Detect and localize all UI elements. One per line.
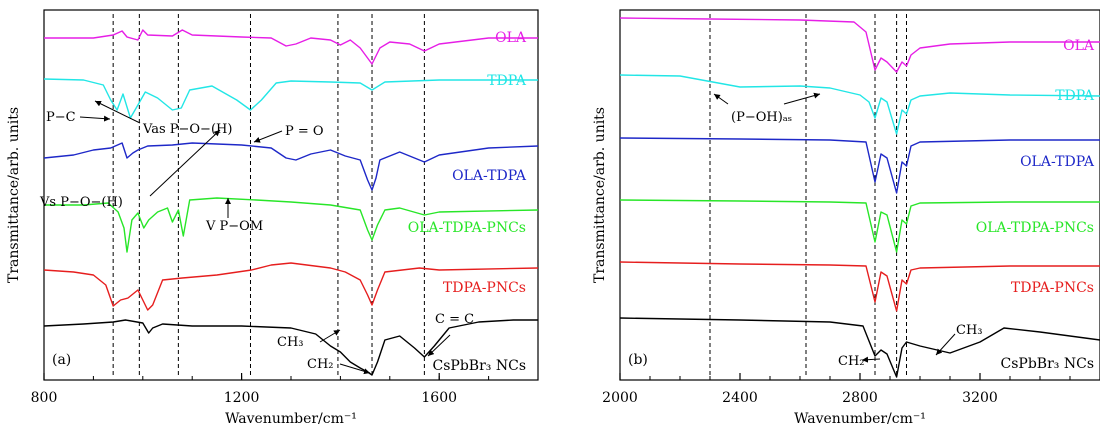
- series-line: [619, 17, 1100, 73]
- series-label: TDPA: [487, 73, 527, 89]
- series-line: [619, 74, 1100, 135]
- annotation-arrow: [253, 130, 283, 143]
- annotation-label: P = O: [285, 124, 324, 139]
- panel-label: (b): [628, 352, 648, 368]
- series-label: OLA-TDPA: [1020, 154, 1095, 170]
- series-label: OLA: [1063, 38, 1095, 54]
- series-label: TDPA-PNCs: [443, 280, 526, 296]
- series-line: [43, 78, 538, 119]
- series-line: [43, 142, 539, 191]
- x-tick-label: 1600: [421, 390, 457, 406]
- panel-a: 800 1200 1600 Wavenumber/cm⁻¹ Transmittance/…: [6, 9, 539, 427]
- annotation-arrow: [319, 329, 341, 343]
- annotation-arrow: [94, 100, 141, 124]
- annotation-label: Vs P−O−(H): [39, 195, 123, 210]
- x-tick-label: 3200: [962, 390, 998, 406]
- series-line: [44, 29, 538, 65]
- series-line: [44, 197, 539, 253]
- annotation-arrow: [427, 334, 451, 357]
- x-tick-label: 2000: [602, 390, 638, 406]
- annotation-arrow: [713, 93, 729, 105]
- annotation-arrow: [935, 333, 956, 356]
- annotation-label: (P−OH)ₐₛ: [731, 110, 792, 125]
- x-tick-label: 800: [31, 390, 58, 406]
- annotation-label: V P−OM: [205, 219, 263, 234]
- series-line: [619, 137, 1100, 194]
- series-line: [619, 317, 1100, 378]
- series-label: OLA: [495, 30, 527, 46]
- annotation-arrow: [783, 92, 821, 105]
- annotation-arrow: [79, 115, 111, 122]
- annotation-label: CH₃: [277, 335, 304, 350]
- x-axis-label: Wavenumber/cm⁻¹: [794, 411, 926, 427]
- annotation-label: CH₂: [307, 357, 334, 372]
- y-axis-label: Transmittance/arb. units: [6, 107, 22, 283]
- x-axis-label: Wavenumber/cm⁻¹: [225, 411, 357, 427]
- annotation-arrow: [861, 356, 881, 363]
- series-label: OLA-TDPA-PNCs: [976, 220, 1094, 236]
- x-tick-label: 1200: [224, 390, 260, 406]
- x-tick-label: 2800: [842, 390, 878, 406]
- annotation-label: Vas P−O−(H): [142, 122, 232, 137]
- annotation-label: P−C: [46, 110, 76, 125]
- plot-frame: [619, 9, 1100, 381]
- series-label: OLA-TDPA-PNCs: [408, 220, 526, 236]
- series-line: [619, 199, 1100, 253]
- panel-b: 2000 2400 2800 3200 Wavenumber/cm⁻¹ Transmitt…: [592, 9, 1100, 427]
- y-axis-label: Transmittance/arb. units: [592, 107, 608, 283]
- panel-label: (a): [52, 352, 71, 368]
- annotation-label: C = C: [435, 312, 474, 327]
- x-tick-label: 2400: [722, 390, 758, 406]
- series-label: CsPbBr₃ NCs: [1001, 356, 1094, 372]
- series-label: OLA-TDPA: [452, 168, 527, 184]
- annotation-label: CH₃: [956, 323, 983, 338]
- series-label: CsPbBr₃ NCs: [433, 358, 526, 374]
- series-label: TDPA: [1055, 88, 1095, 104]
- annotation-arrow: [149, 129, 221, 197]
- series-line: [619, 261, 1100, 312]
- annotation-label: CH₂: [838, 354, 865, 369]
- annotation-arrow: [339, 363, 371, 375]
- series-label: TDPA-PNCs: [1011, 280, 1094, 296]
- series-line: [43, 262, 539, 311]
